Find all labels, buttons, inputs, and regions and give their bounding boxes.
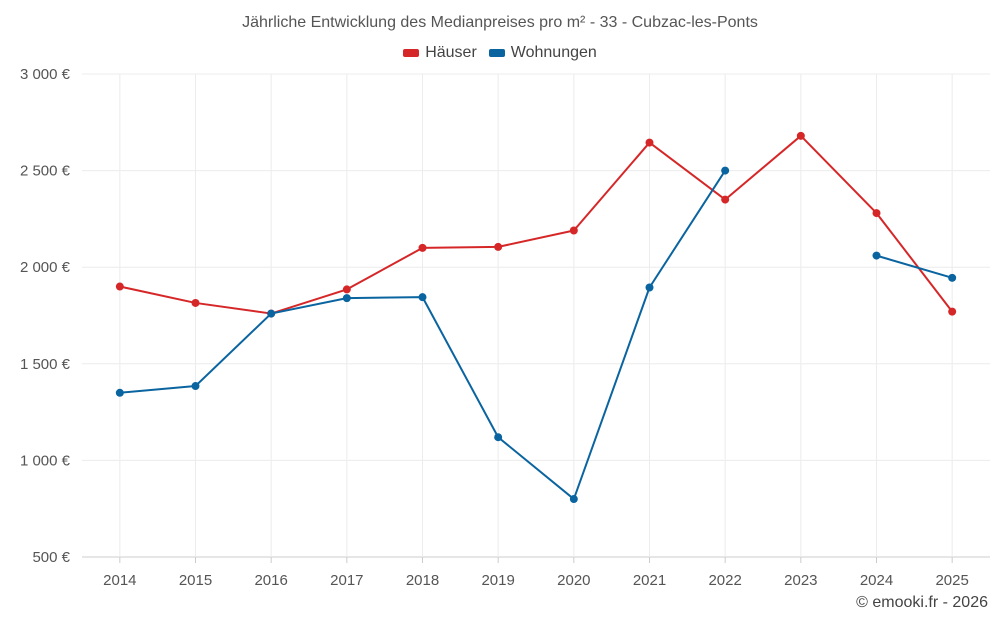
y-tick-label: 1 000 € bbox=[20, 452, 71, 469]
data-point-haeuser bbox=[948, 307, 957, 316]
data-point-wohnungen bbox=[721, 166, 730, 175]
legend-swatch-wohnungen bbox=[488, 49, 505, 57]
x-tick-label: 2024 bbox=[860, 572, 893, 589]
x-tick-label: 2021 bbox=[633, 572, 666, 589]
data-point-haeuser bbox=[645, 138, 654, 147]
data-point-haeuser bbox=[796, 131, 805, 140]
series-line-haeuser bbox=[119, 134, 953, 315]
y-axis: 500 € 1 000 € 1 500 € 2 000 € 2 500 € 3 000 € bbox=[20, 66, 71, 566]
data-point-haeuser bbox=[872, 209, 881, 218]
x-tick-label: 2019 bbox=[481, 572, 514, 589]
series-line-wohnungen bbox=[876, 254, 953, 279]
data-point-wohnungen bbox=[569, 495, 578, 504]
legend-label-haeuser: Häuser bbox=[425, 44, 477, 61]
data-point-wohnungen bbox=[267, 309, 276, 318]
x-tick-label: 2023 bbox=[784, 572, 817, 589]
legend-item-wohnungen[interactable]: Wohnungen bbox=[488, 44, 597, 62]
data-point-wohnungen bbox=[342, 294, 351, 303]
data-point-wohnungen bbox=[645, 283, 654, 292]
data-point-wohnungen bbox=[494, 433, 503, 442]
data-point-wohnungen bbox=[948, 273, 957, 282]
data-point-haeuser bbox=[191, 298, 200, 307]
data-point-haeuser bbox=[494, 242, 503, 251]
y-tick-label: 1 500 € bbox=[20, 356, 71, 373]
x-tick-label: 2025 bbox=[935, 572, 968, 589]
data-point-haeuser bbox=[721, 195, 730, 204]
data-point-wohnungen bbox=[872, 251, 881, 260]
legend-label-wohnungen: Wohnungen bbox=[510, 44, 597, 61]
y-tick-label: 2 500 € bbox=[20, 163, 71, 180]
x-tick-label: 2022 bbox=[708, 572, 741, 589]
grid-layer bbox=[82, 73, 990, 558]
x-tick-label: 2018 bbox=[406, 572, 439, 589]
x-axis: 2014 2015 2016 2017 2018 2019 2020 2021 2022 2023… bbox=[103, 557, 969, 589]
data-point-wohnungen bbox=[115, 388, 124, 397]
legend-swatch-haeuser bbox=[403, 49, 420, 57]
y-tick-label: 500 € bbox=[32, 549, 70, 566]
y-tick-label: 2 000 € bbox=[20, 259, 71, 276]
chart-title: Jährliche Entwicklung des Medianpreises … bbox=[242, 14, 758, 31]
x-tick-label: 2014 bbox=[103, 572, 136, 589]
legend: Häuser Wohnungen bbox=[0, 44, 1000, 62]
data-point-haeuser bbox=[115, 282, 124, 291]
data-point-haeuser bbox=[342, 285, 351, 294]
x-tick-label: 2016 bbox=[254, 572, 287, 589]
legend-item-haeuser[interactable]: Häuser bbox=[403, 44, 477, 62]
credit-text: © emooki.fr - 2026 bbox=[856, 594, 988, 611]
y-tick-label: 3 000 € bbox=[20, 66, 71, 83]
x-tick-label: 2015 bbox=[179, 572, 212, 589]
series-layer bbox=[115, 131, 957, 504]
data-point-haeuser bbox=[418, 243, 427, 252]
data-point-wohnungen bbox=[191, 382, 200, 391]
data-point-wohnungen bbox=[418, 293, 427, 302]
data-point-haeuser bbox=[569, 226, 578, 235]
x-tick-label: 2020 bbox=[557, 572, 590, 589]
x-tick-label: 2017 bbox=[330, 572, 363, 589]
